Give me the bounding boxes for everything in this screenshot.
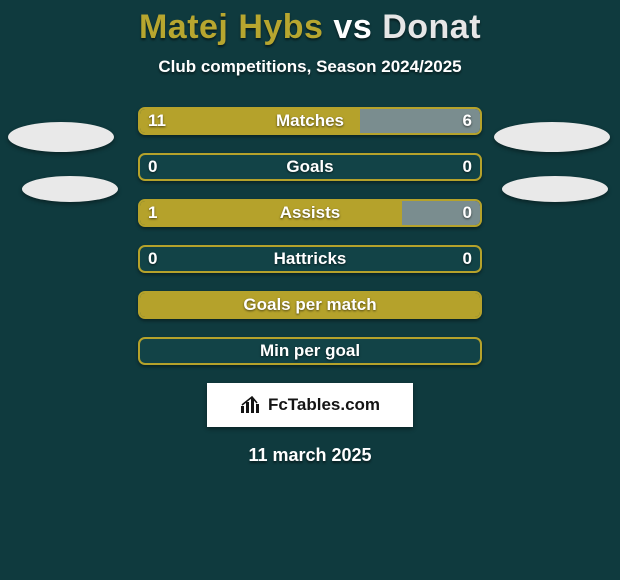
date-text: 11 march 2025 [0, 445, 620, 466]
subtitle: Club competitions, Season 2024/2025 [0, 57, 620, 77]
player1-name: Matej Hybs [139, 8, 324, 46]
stat-bar [138, 291, 482, 319]
chart-icon [240, 396, 262, 414]
stat-bar [138, 337, 482, 365]
stat-rows: Matches116Goals00Assists10Hattricks00Goa… [0, 107, 620, 365]
stat-row: Hattricks00 [0, 245, 620, 273]
stat-bar-player1 [140, 109, 360, 133]
stat-value-player2: 0 [463, 199, 472, 227]
vs-text: vs [333, 8, 372, 46]
stat-row: Goals00 [0, 153, 620, 181]
stat-row: Min per goal [0, 337, 620, 365]
fctables-logo: FcTables.com [207, 383, 413, 427]
stat-bar [138, 245, 482, 273]
stat-bar-player1 [140, 201, 402, 225]
comparison-card: Matej Hybs vs Donat Club competitions, S… [0, 0, 620, 580]
stat-row: Goals per match [0, 291, 620, 319]
stat-value-player1: 1 [148, 199, 157, 227]
stat-row: Assists10 [0, 199, 620, 227]
stat-bar [138, 107, 482, 135]
stat-value-player1: 0 [148, 153, 157, 181]
stat-value-player2: 0 [463, 153, 472, 181]
stat-value-player2: 6 [463, 107, 472, 135]
player2-name: Donat [382, 8, 481, 46]
stat-value-player2: 0 [463, 245, 472, 273]
stat-bar [138, 199, 482, 227]
page-title: Matej Hybs vs Donat [0, 8, 620, 47]
stat-value-player1: 11 [148, 107, 166, 135]
stat-row: Matches116 [0, 107, 620, 135]
logo-text: FcTables.com [268, 395, 380, 415]
stat-value-player1: 0 [148, 245, 157, 273]
stat-bar [138, 153, 482, 181]
stat-bar-player1 [140, 293, 480, 317]
